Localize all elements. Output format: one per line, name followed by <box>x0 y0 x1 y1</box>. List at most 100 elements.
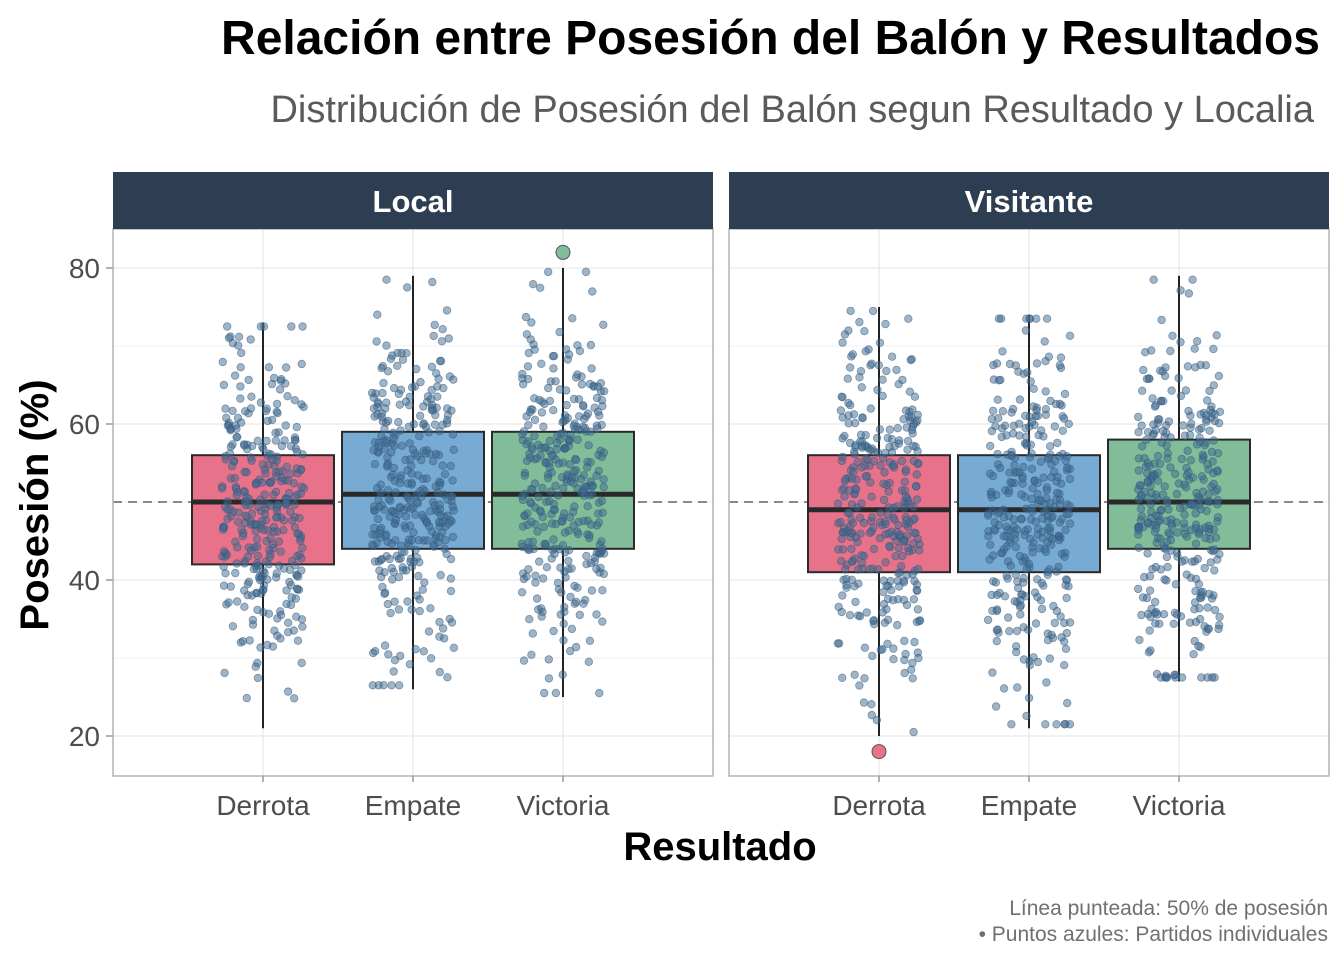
match-point <box>249 564 258 574</box>
match-point <box>595 411 604 420</box>
match-point <box>1188 275 1197 284</box>
match-point <box>411 545 420 555</box>
match-point <box>405 455 415 464</box>
match-point <box>861 431 870 440</box>
match-point <box>1158 426 1168 436</box>
match-point <box>394 389 403 399</box>
match-point <box>254 502 263 512</box>
match-point <box>1195 604 1204 613</box>
match-point <box>991 578 1000 587</box>
match-point <box>244 577 254 586</box>
match-point <box>859 551 869 561</box>
match-point <box>843 374 852 383</box>
match-point <box>1213 513 1223 522</box>
match-point <box>439 490 449 499</box>
match-point <box>291 436 300 445</box>
match-point <box>879 495 889 505</box>
match-point <box>553 578 563 588</box>
match-point <box>417 492 426 501</box>
match-point <box>1012 642 1021 651</box>
match-point <box>880 517 890 526</box>
match-point <box>448 476 457 485</box>
match-point <box>1052 720 1061 729</box>
match-point <box>1019 655 1029 664</box>
match-point <box>592 471 601 480</box>
match-point <box>437 337 447 346</box>
match-point <box>1151 490 1161 499</box>
match-points <box>983 314 1075 729</box>
match-point <box>1213 555 1222 564</box>
match-point <box>908 674 917 683</box>
match-point <box>440 634 449 643</box>
match-point <box>883 639 892 648</box>
match-point <box>1183 362 1193 371</box>
match-point <box>286 469 295 478</box>
match-point <box>292 584 302 593</box>
match-point <box>556 563 565 572</box>
match-point <box>884 487 893 496</box>
match-point <box>1041 547 1051 557</box>
match-point <box>901 465 911 474</box>
match-point <box>432 369 441 378</box>
y-tick-label: 80 <box>69 253 100 284</box>
match-point <box>585 636 595 645</box>
match-point <box>588 287 597 296</box>
match-point <box>851 533 860 542</box>
match-point <box>868 564 877 573</box>
match-points <box>517 267 609 698</box>
match-point <box>560 528 570 537</box>
match-point <box>382 341 391 350</box>
match-point <box>1038 533 1047 542</box>
match-point <box>297 482 306 491</box>
match-point <box>562 386 571 395</box>
match-point <box>1065 502 1075 511</box>
match-point <box>283 687 293 696</box>
match-point <box>598 617 607 626</box>
match-point <box>1045 499 1055 508</box>
match-point <box>1178 421 1188 430</box>
match-point <box>376 555 386 565</box>
panel-visitante: Visitante Derrota Empate Victoria <box>728 172 1330 821</box>
match-point <box>905 387 915 396</box>
match-point <box>435 617 444 627</box>
match-point <box>1170 671 1179 680</box>
match-point <box>413 499 422 508</box>
match-point <box>1151 425 1160 435</box>
match-point <box>872 715 882 725</box>
match-point <box>834 602 843 612</box>
match-point <box>1161 363 1170 372</box>
match-point <box>1061 644 1071 653</box>
match-point <box>558 670 567 679</box>
match-point <box>993 395 1002 404</box>
match-point <box>1053 438 1062 448</box>
match-point <box>412 364 421 374</box>
match-point <box>1061 525 1070 535</box>
match-point <box>579 401 588 410</box>
match-point <box>280 436 289 445</box>
match-point <box>900 477 909 486</box>
match-point <box>1214 624 1223 634</box>
box-victoria <box>491 244 635 698</box>
match-point <box>985 469 995 478</box>
match-point <box>217 484 227 493</box>
match-point <box>1062 452 1072 461</box>
match-point <box>440 470 450 479</box>
match-point <box>547 519 557 528</box>
match-point <box>850 447 859 457</box>
match-point <box>1024 693 1034 703</box>
match-point <box>858 414 867 423</box>
match-point <box>233 543 242 552</box>
x-tick-label: Empate <box>365 790 462 821</box>
match-point <box>398 563 407 572</box>
match-point <box>435 500 444 509</box>
match-point <box>897 562 906 571</box>
match-point <box>1016 514 1026 524</box>
box-victoria <box>1107 275 1251 682</box>
match-point <box>890 441 899 451</box>
match-point <box>1153 468 1162 477</box>
match-point <box>992 590 1002 600</box>
match-point <box>1203 497 1212 506</box>
match-point <box>415 606 424 616</box>
match-point <box>899 578 909 587</box>
